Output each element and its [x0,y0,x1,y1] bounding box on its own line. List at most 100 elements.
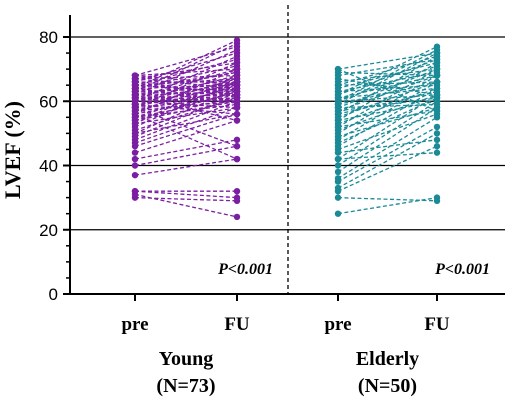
point-pre [131,149,139,156]
pair-young-6 [131,143,241,169]
pair-line [134,100,238,122]
point-pre [334,194,342,201]
pair-elderly-1 [334,194,441,217]
pair-line [337,71,438,77]
pair-line [337,107,438,173]
point-fu [433,130,441,137]
pair-line [337,145,438,192]
y-tick-label-80: 80 [39,28,58,47]
point-fu [233,43,241,50]
point-pre [131,188,139,195]
point-pre [334,65,342,73]
point-pre [131,114,139,121]
pair-elderly-23 [334,59,441,124]
pair-line [134,139,238,160]
pair-elderly-4 [334,130,441,192]
pair-line [337,196,438,215]
pair-line [134,113,238,135]
point-fu [233,143,241,150]
pair-line [337,139,438,154]
pair-line [134,39,238,89]
pair-line [337,107,438,138]
pair-line [337,97,438,144]
group-young [131,37,241,221]
pair-line [337,68,438,83]
pair-line [134,196,238,202]
pair-line [134,74,238,80]
pair-line [134,100,238,141]
group-label-elderly: Elderly [356,348,419,370]
pair-line [337,113,438,151]
pair-young-1 [131,194,241,205]
pair-line [337,55,438,86]
pair-line [134,94,238,99]
point-fu [233,155,241,163]
pair-line [134,87,238,102]
point-fu [433,78,441,86]
group-label-young: Young [159,348,213,370]
pair-line [337,132,438,189]
pair-line [337,62,438,90]
pair-line [337,65,438,102]
pair-line [337,97,438,112]
point-pre [334,184,342,192]
pair-line [134,103,238,115]
point-pre [131,72,139,79]
pair-line [337,94,438,102]
pair-line [134,52,238,83]
pair-line [337,87,438,125]
pair-line [337,71,438,93]
pair-line [134,84,238,93]
pair-line [134,94,238,106]
pair-line [134,145,238,167]
pair-line [134,62,238,80]
pair-line [337,58,438,96]
pair-line [134,81,238,96]
pair-line [134,107,238,144]
pair-line [337,110,438,128]
pair-young-66 [131,43,241,79]
pair-line [337,90,438,115]
pair-elderly-2 [334,194,441,205]
point-fu [433,107,441,115]
pair-line [134,68,238,77]
point-fu [433,43,441,50]
pair-line [134,78,238,86]
group-n-young: (N=73) [156,375,215,397]
pair-line [134,71,238,90]
point-pre [131,162,139,169]
point-pre [131,155,139,163]
point-fu [433,149,441,156]
pair-line [337,87,438,99]
pair-line [134,46,238,77]
pair-elderly-50 [334,65,441,115]
pair-line [337,68,438,112]
point-fu [233,136,241,143]
x-category-label: pre [324,314,351,335]
point-fu [233,110,241,118]
point-pre [334,175,342,182]
pair-line [134,84,238,118]
point-fu [233,117,241,124]
pair-line [134,58,238,86]
x-category-label: pre [121,314,148,335]
point-fu [433,101,441,108]
pair-line [337,94,438,160]
point-fu [233,37,241,44]
point-fu [233,69,241,76]
point-fu [233,59,241,66]
pair-young-4 [131,188,241,201]
point-fu [233,49,241,57]
point-pre [131,85,139,92]
pair-young-71 [131,94,241,121]
pair-line [134,107,238,147]
pair-line [337,81,438,118]
y-tick-label-0: 0 [49,285,58,304]
pair-line [337,74,438,112]
p-value-young: P<0.001 [217,261,273,278]
point-fu [433,197,441,205]
point-pre [334,162,342,169]
pair-line [337,52,438,70]
pair-line [134,100,238,112]
